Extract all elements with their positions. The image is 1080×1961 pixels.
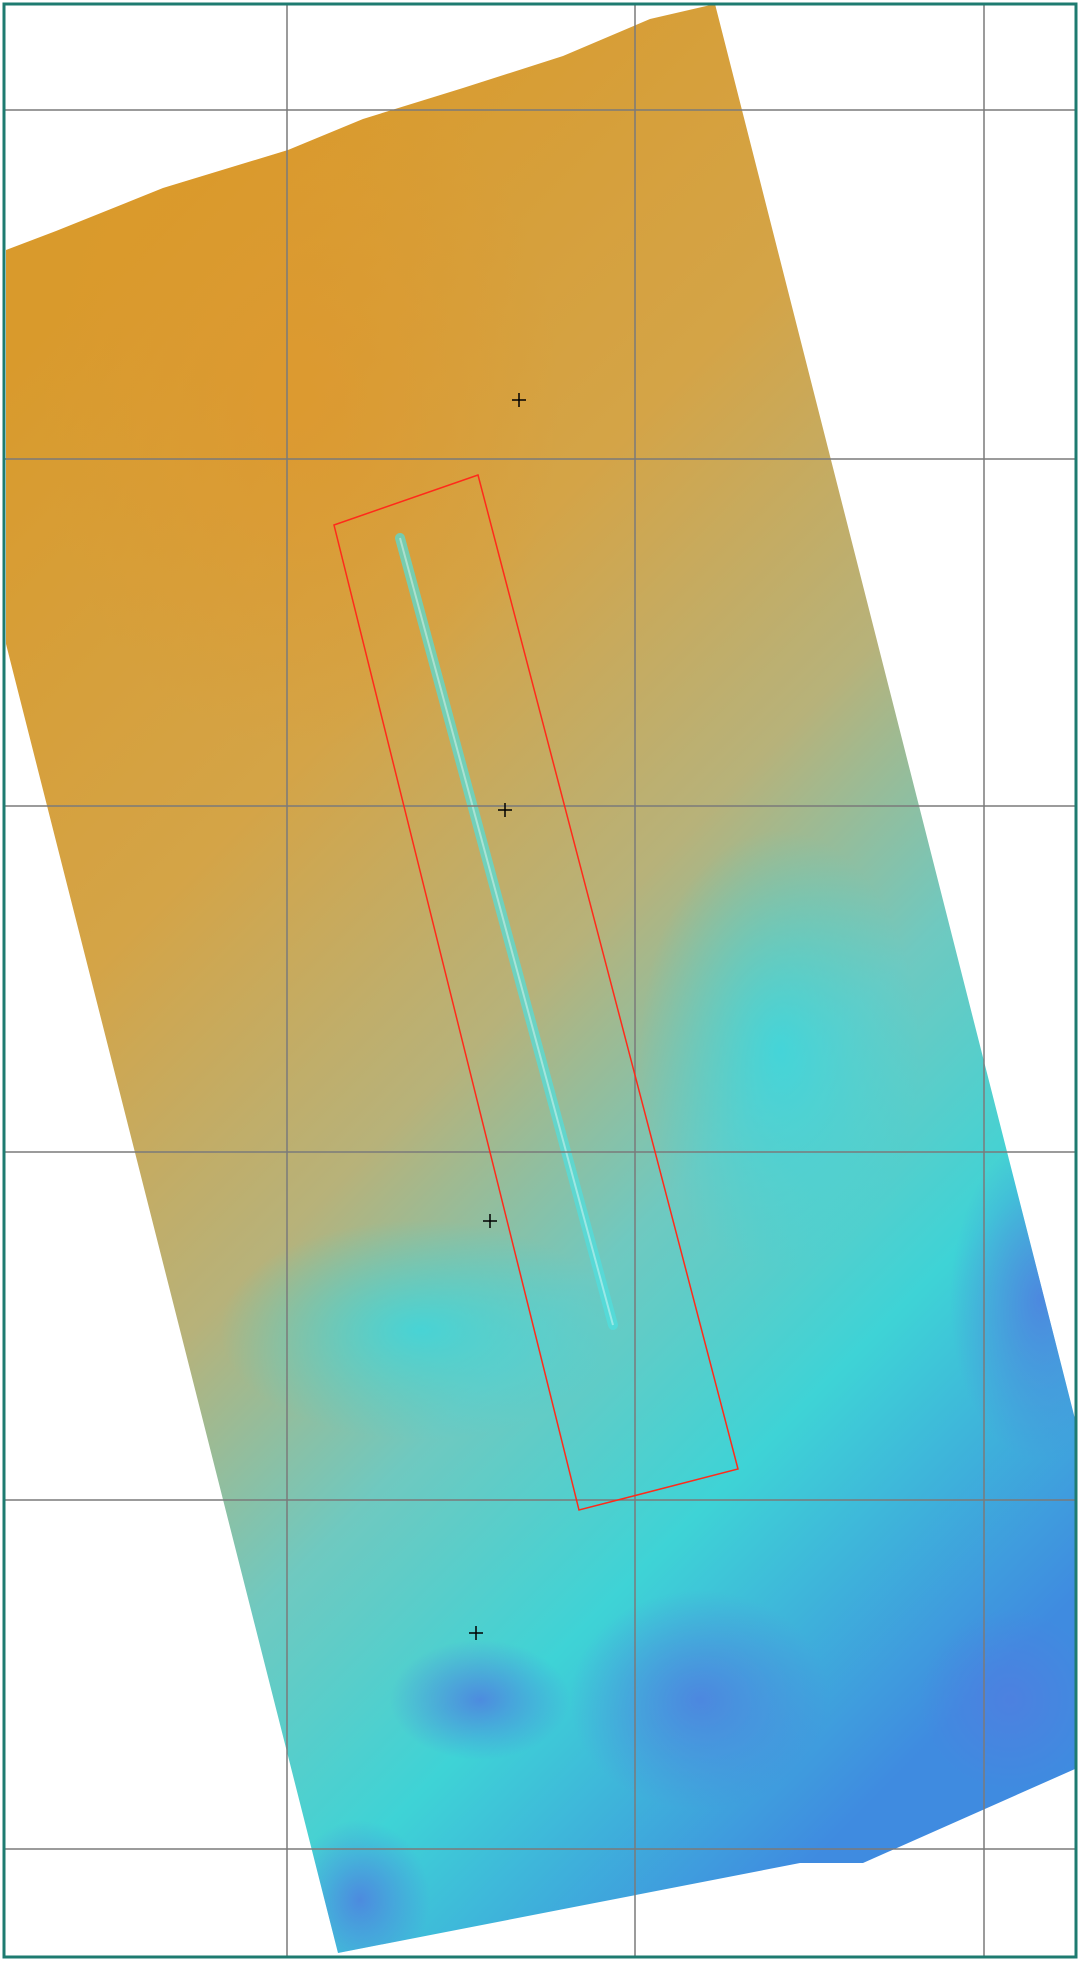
crosshair — [483, 1214, 497, 1228]
markers — [469, 393, 526, 1640]
crosshair — [498, 803, 512, 817]
selection-box — [333, 474, 739, 1511]
crosshair — [469, 1626, 483, 1640]
grid — [4, 4, 1076, 1957]
crosshair — [512, 393, 526, 407]
